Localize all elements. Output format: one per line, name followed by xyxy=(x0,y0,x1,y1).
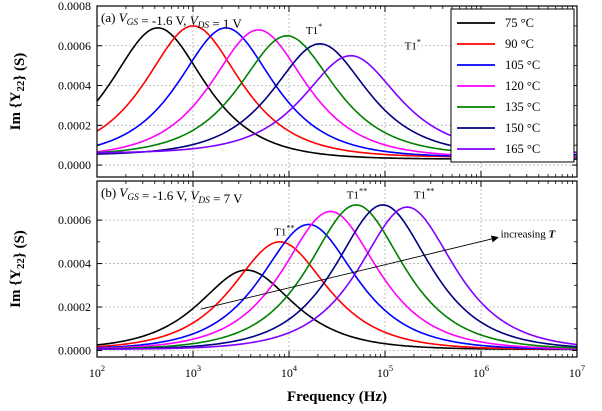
legend-label: 75 °C xyxy=(505,16,534,30)
y-tick-label: 0.0004 xyxy=(58,79,91,93)
t1-annotation: T1** xyxy=(274,223,294,238)
legend-label: 165 °C xyxy=(505,142,540,156)
increasing-t-arrow xyxy=(200,235,499,310)
x-tick-label: 104 xyxy=(281,364,298,380)
frame-layer xyxy=(96,5,578,358)
legend: 75 °C 90 °C 105 °C 120 °C 135 °C 150 °C 165 °C xyxy=(450,8,575,163)
series-line-105C xyxy=(97,223,577,350)
y-tick-label: 0.0000 xyxy=(58,158,91,172)
series-line-120C xyxy=(97,210,577,350)
legend-label: 120 °C xyxy=(505,79,540,93)
series-line-165C xyxy=(97,206,577,351)
series-group-panel-b xyxy=(97,204,577,351)
y-axis-label-a: Im {Y22} (S) xyxy=(8,53,28,131)
y-tick-label: 0.0000 xyxy=(58,343,91,357)
plot-frame xyxy=(96,5,578,178)
legend-label: 150 °C xyxy=(505,121,540,135)
y-tick-label: 0.0008 xyxy=(58,0,91,13)
panel-label-b: (b) VGS = -1.6 V, VDS = 7 V xyxy=(101,185,243,206)
series-line-150C xyxy=(97,204,577,350)
x-tick-label: 107 xyxy=(569,364,585,380)
series-line-135C xyxy=(97,204,577,350)
text-layer: 0.0000 0.0002 0.0004 0.0006 0.0008 (a) VGS = … xyxy=(8,0,585,405)
legend-label: 135 °C xyxy=(505,100,540,114)
increasing-t-annotation: increasing T xyxy=(501,228,557,240)
x-tick-label: 102 xyxy=(89,364,105,380)
x-tick-label: 103 xyxy=(185,364,201,380)
legend-label: 90 °C xyxy=(505,37,534,51)
legend-label: 105 °C xyxy=(505,58,540,72)
t1-annotation: T1** xyxy=(414,186,434,201)
y-tick-label: 0.0006 xyxy=(58,39,91,53)
t1-annotation: T1** xyxy=(347,186,367,201)
x-tick-label: 105 xyxy=(377,364,393,380)
y-tick-label: 0.0006 xyxy=(58,213,91,227)
plot-frame xyxy=(96,180,578,358)
y-tick-label: 0.0002 xyxy=(58,300,91,314)
y-tick-label: 0.0002 xyxy=(58,118,91,132)
x-axis-label: Frequency (Hz) xyxy=(287,389,387,405)
y-axis-label-b: Im {Y22} (S) xyxy=(8,230,28,308)
t1-annotation: T1* xyxy=(405,38,421,53)
panel-label-a: (a) VGS = -1.6 V, VDS = 1 V xyxy=(101,10,242,31)
t1-annotation: T1* xyxy=(306,22,322,37)
y-tick-label: 0.0004 xyxy=(58,257,91,271)
x-tick-label: 106 xyxy=(473,364,489,380)
